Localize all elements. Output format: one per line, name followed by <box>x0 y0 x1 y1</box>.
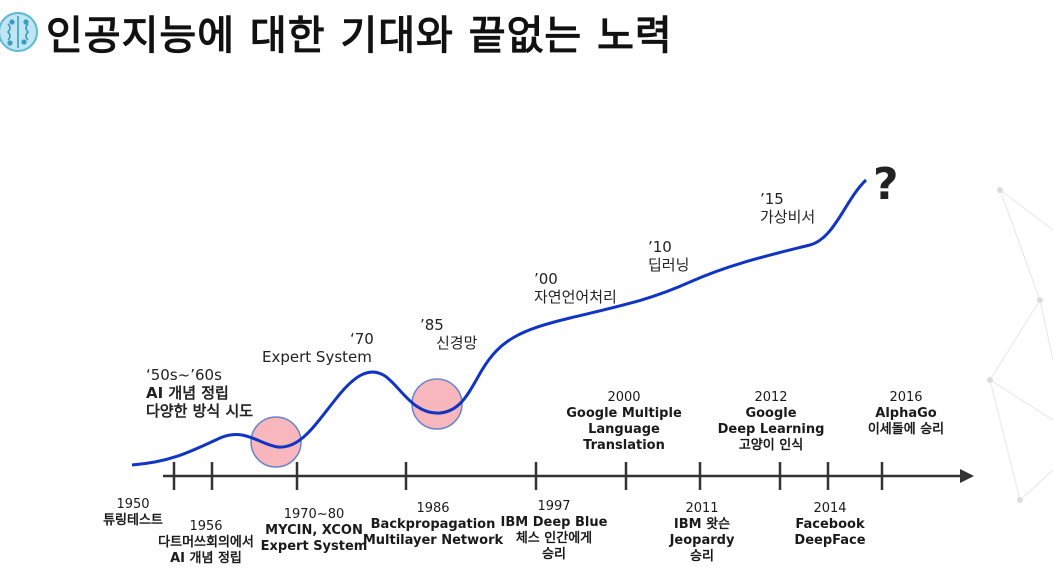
event-1950: 1950 튜링테스트 <box>103 497 163 528</box>
event-2012: 2012 Google Deep Learning 고양이 인식 <box>717 390 825 453</box>
event-2014: 2014 Facebook DeepFace <box>794 501 866 548</box>
brain-icon <box>0 12 38 52</box>
label-00-nlp: ’00 자연언어처리 <box>534 270 617 306</box>
page-title: 인공지능에 대한 기대와 끝없는 노력 <box>46 13 673 59</box>
label-10-deep-learning: ’10 딥러닝 <box>648 238 690 274</box>
timeline-arrowhead <box>960 469 974 483</box>
event-2000: 2000 Google Multiple Language Translatio… <box>566 390 682 453</box>
event-1997: 1997 IBM Deep Blue 체스 인간에게 승리 <box>500 499 608 562</box>
label-85-neural-net: ’85 신경망 <box>420 316 478 352</box>
ai-winter-1-circle <box>250 416 302 468</box>
label-50s-60s: ‘50s~’60s AI 개념 정립 다양한 방식 시도 <box>146 366 254 420</box>
event-1986: 1986 Backpropagation Multilayer Network <box>362 501 504 548</box>
question-mark: ? <box>873 159 899 210</box>
ai-winter-2-circle <box>411 378 463 430</box>
event-1956: 1956 다트머쓰회의에서 AI 개념 정립 <box>158 519 254 566</box>
label-15-virtual-assistant: ’15 가상비서 <box>760 190 816 226</box>
header: 인공지능에 대한 기대와 끝없는 노력 <box>0 2 673 62</box>
label-70-expert-system: ‘70 Expert System <box>262 330 374 366</box>
expectation-curve <box>131 178 868 467</box>
event-1970-80: 1970~80 MYCIN, XCON Expert System <box>260 507 368 554</box>
event-2011: 2011 IBM 왓슨 Jeopardy 승리 <box>669 501 735 564</box>
event-2016: 2016 AlphaGo 이세돌에 승리 <box>867 390 945 437</box>
